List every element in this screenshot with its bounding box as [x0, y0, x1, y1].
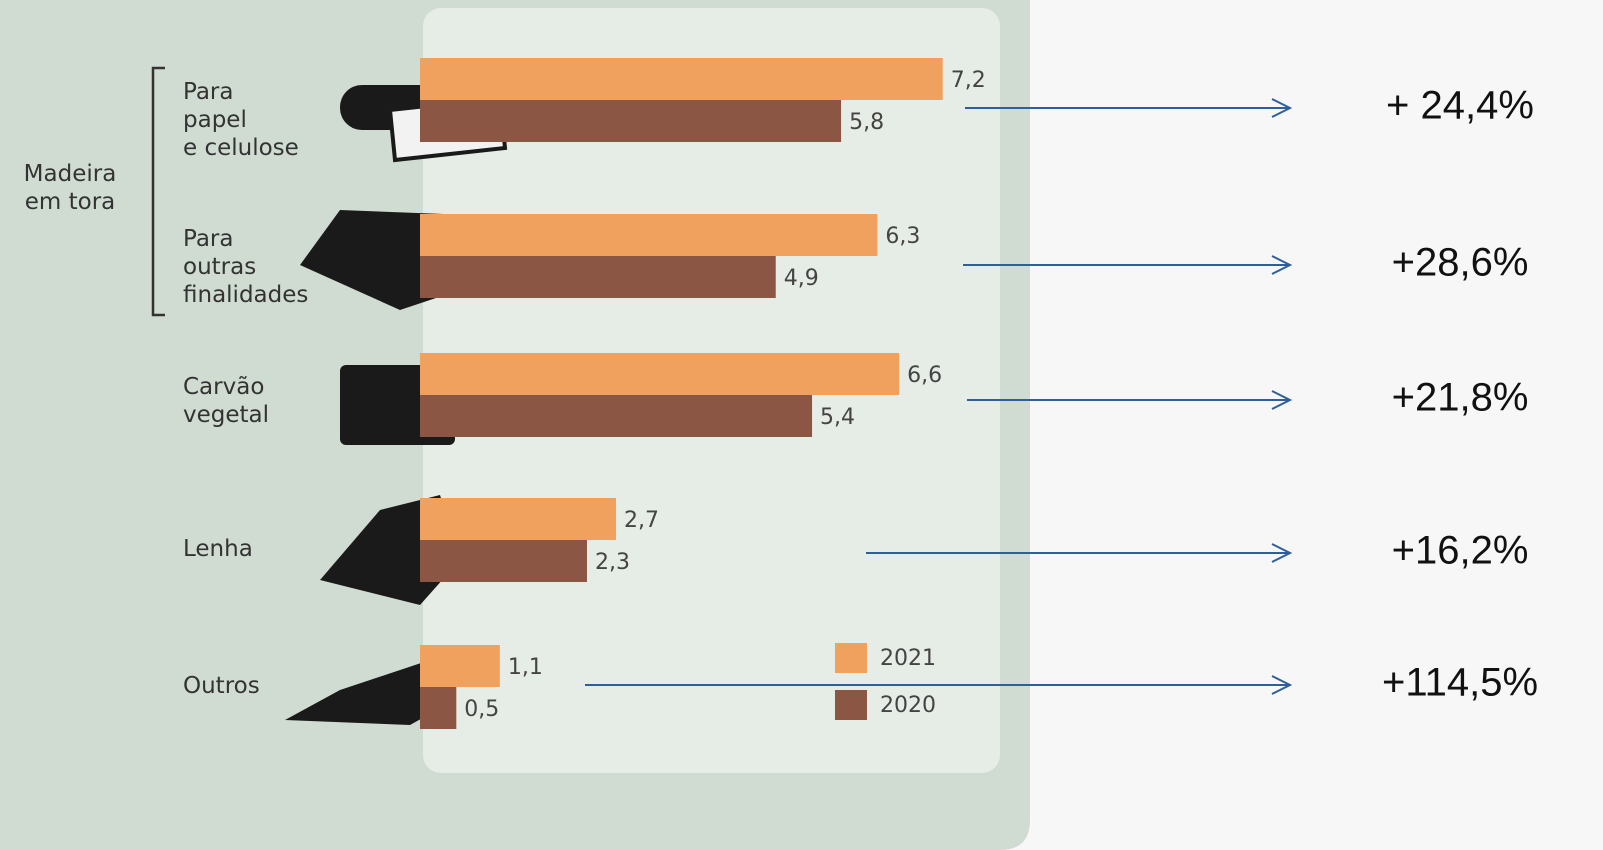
- bar: [420, 687, 456, 729]
- annotation: +16,2%: [1392, 529, 1529, 573]
- annotation: + 24,4%: [1386, 84, 1534, 128]
- bar: [420, 256, 776, 298]
- bar: [420, 100, 841, 142]
- legend-swatch: [835, 643, 867, 673]
- bar: [420, 353, 899, 395]
- value-label: 5,4: [820, 405, 855, 430]
- bar: [420, 540, 587, 582]
- page: 7,2 5,8 + 24,4% 6,3 4,9 +28,6% 6,6 5,4 +21,8% 2,7…: [0, 0, 1603, 850]
- value-label: 0,5: [464, 697, 499, 722]
- value-label: 5,8: [849, 110, 884, 135]
- value-label: 2,3: [595, 550, 630, 575]
- annotation: +114,5%: [1382, 661, 1538, 705]
- legend-label: 2020: [880, 693, 936, 718]
- group-label: Madeira em tora: [15, 160, 125, 216]
- category-label: Para outras finalidades: [183, 225, 308, 309]
- value-label: 2,7: [624, 508, 659, 533]
- value-label: 4,9: [784, 266, 819, 291]
- category-label: Lenha: [183, 535, 253, 563]
- legend-label: 2021: [880, 646, 936, 671]
- value-label: 6,6: [907, 363, 942, 388]
- value-label: 1,1: [508, 655, 543, 680]
- legend-swatch: [835, 690, 867, 720]
- category-label: Carvão vegetal: [183, 373, 269, 429]
- value-label: 7,2: [951, 68, 986, 93]
- category-label: Para papel e celulose: [183, 78, 299, 162]
- bar: [420, 214, 877, 256]
- bar: [420, 645, 500, 687]
- bar: [420, 498, 616, 540]
- bar: [420, 395, 812, 437]
- annotation: +28,6%: [1392, 241, 1529, 285]
- annotation: +21,8%: [1392, 376, 1529, 420]
- value-label: 6,3: [885, 224, 920, 249]
- category-label: Outros: [183, 672, 260, 700]
- bar: [420, 58, 943, 100]
